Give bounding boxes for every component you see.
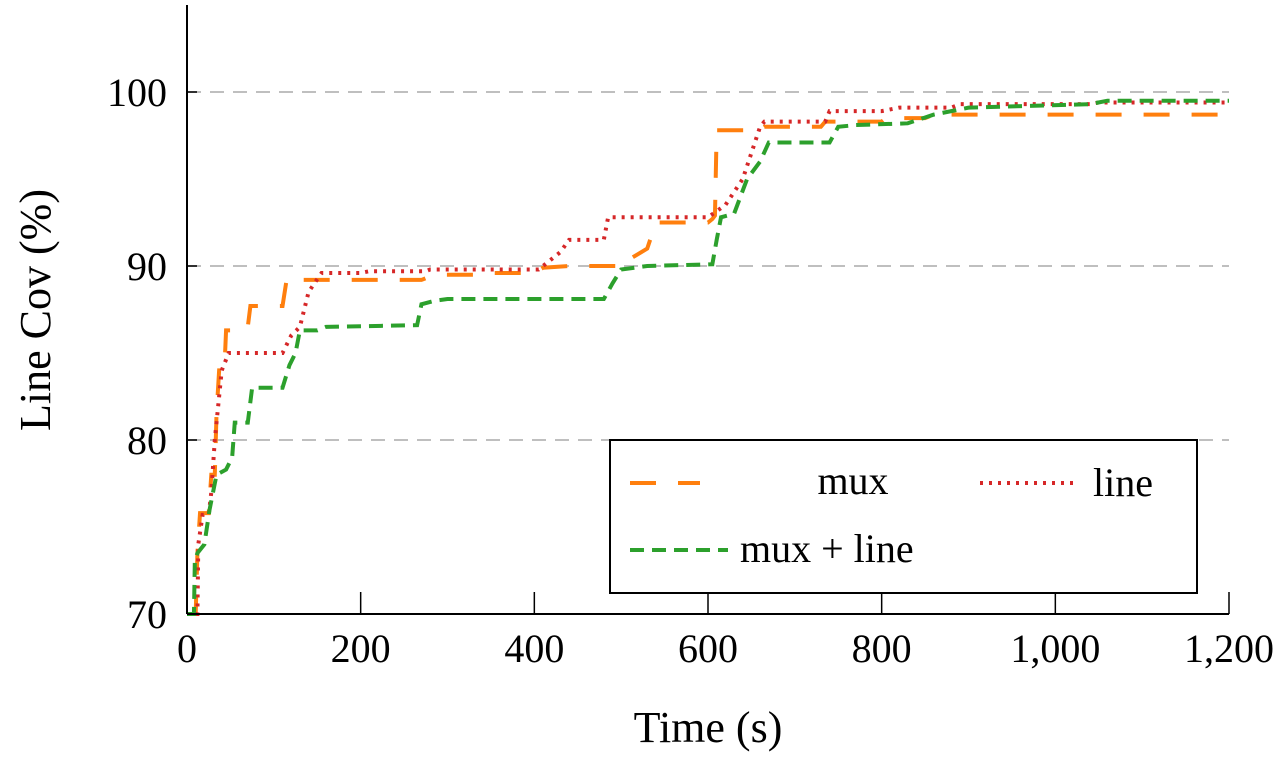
y-tick-label: 100 — [107, 70, 167, 115]
x-tick-label: 1,000 — [1010, 626, 1100, 671]
x-tick-label: 1,200 — [1184, 626, 1274, 671]
legend: mux line mux + line — [609, 439, 1198, 594]
x-tick-label: 200 — [331, 626, 391, 671]
legend-label-mux: mux — [817, 458, 888, 503]
legend-box — [609, 439, 1198, 594]
y-axis-title: Line Cov (%) — [11, 189, 60, 431]
x-axis-title: Time (s) — [634, 703, 783, 752]
y-tick-label: 80 — [127, 418, 167, 463]
legend-label-mux-plus-line: mux + line — [740, 526, 914, 571]
x-tick-label: 800 — [852, 626, 912, 671]
y-tick-label: 70 — [127, 592, 167, 637]
series-line-mux — [187, 112, 1229, 616]
y-tick-label: 90 — [127, 244, 167, 289]
legend-label-line: line — [1093, 460, 1153, 505]
x-tick-label: 0 — [177, 626, 197, 671]
series-lines — [187, 98, 1229, 616]
ticks: 0 200 400 600 800 1,000 1,200 70 80 90 100 — [107, 70, 1274, 671]
series-line-mux-line — [187, 98, 1229, 616]
gridlines — [187, 91, 1229, 441]
series-line-line — [187, 100, 1229, 616]
x-tick-label: 400 — [504, 626, 564, 671]
x-tick-label: 600 — [678, 626, 738, 671]
